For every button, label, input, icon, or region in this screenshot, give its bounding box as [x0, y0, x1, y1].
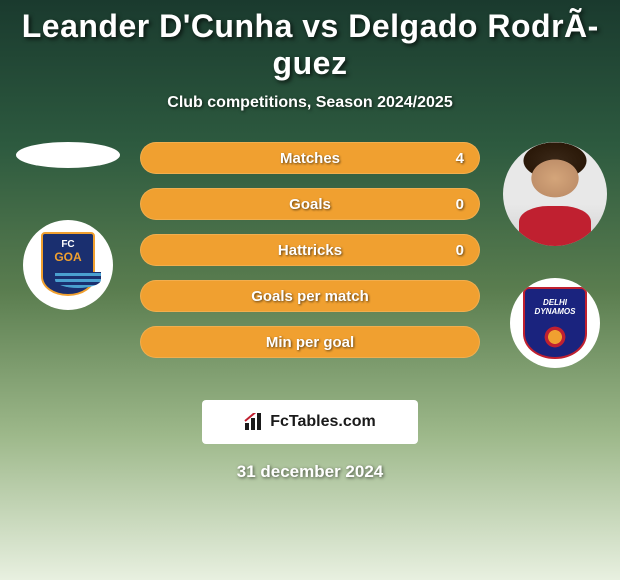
- stats-column: Matches 4 Goals 0 Hattricks 0 Goals per match M…: [140, 142, 480, 358]
- stat-label: Hattricks: [278, 242, 342, 259]
- stat-row: Min per goal: [140, 326, 480, 358]
- shield-icon: DELHI DYNAMOS: [523, 287, 587, 359]
- player-photo-left: [16, 142, 120, 168]
- right-column: DELHI DYNAMOS: [500, 142, 610, 368]
- club-logo-left: FC GOA: [23, 220, 113, 310]
- content: Leander D'Cunha vs Delgado RodrÃ­guez Cl…: [0, 0, 620, 580]
- club-logo-right: DELHI DYNAMOS: [510, 278, 600, 368]
- club-text-main: DYNAMOS: [535, 307, 576, 316]
- left-column: FC GOA: [8, 142, 128, 310]
- club-text-top: FC: [43, 240, 93, 250]
- branding-badge: FcTables.com: [202, 400, 418, 444]
- bars-icon: [244, 413, 266, 431]
- club-text-main: GOA: [43, 251, 93, 263]
- stat-label: Goals: [289, 196, 331, 213]
- comparison-row: FC GOA Matches 4 Goals 0 Hattricks 0 Goals per…: [0, 142, 620, 382]
- stat-label: Min per goal: [266, 334, 354, 351]
- stat-value-right: 0: [456, 196, 464, 213]
- stat-row: Goals 0: [140, 188, 480, 220]
- player-photo-right: [503, 142, 607, 246]
- waves-icon: [55, 272, 101, 288]
- stat-row: Goals per match: [140, 280, 480, 312]
- branding-text: FcTables.com: [270, 413, 376, 431]
- stat-row: Hattricks 0: [140, 234, 480, 266]
- stat-row: Matches 4: [140, 142, 480, 174]
- lion-icon: [543, 325, 567, 349]
- stat-value-right: 0: [456, 242, 464, 259]
- club-text: DELHI DYNAMOS: [525, 299, 585, 317]
- shield-icon: FC GOA: [41, 232, 95, 296]
- date-text: 31 december 2024: [0, 462, 620, 482]
- stat-label: Matches: [280, 150, 340, 167]
- stat-value-right: 4: [456, 150, 464, 167]
- page-title: Leander D'Cunha vs Delgado RodrÃ­guez: [0, 8, 620, 82]
- fc-goa-icon: FC GOA: [33, 230, 103, 300]
- stat-label: Goals per match: [251, 288, 369, 305]
- club-text-top: DELHI: [543, 298, 567, 307]
- subtitle: Club competitions, Season 2024/2025: [0, 94, 620, 112]
